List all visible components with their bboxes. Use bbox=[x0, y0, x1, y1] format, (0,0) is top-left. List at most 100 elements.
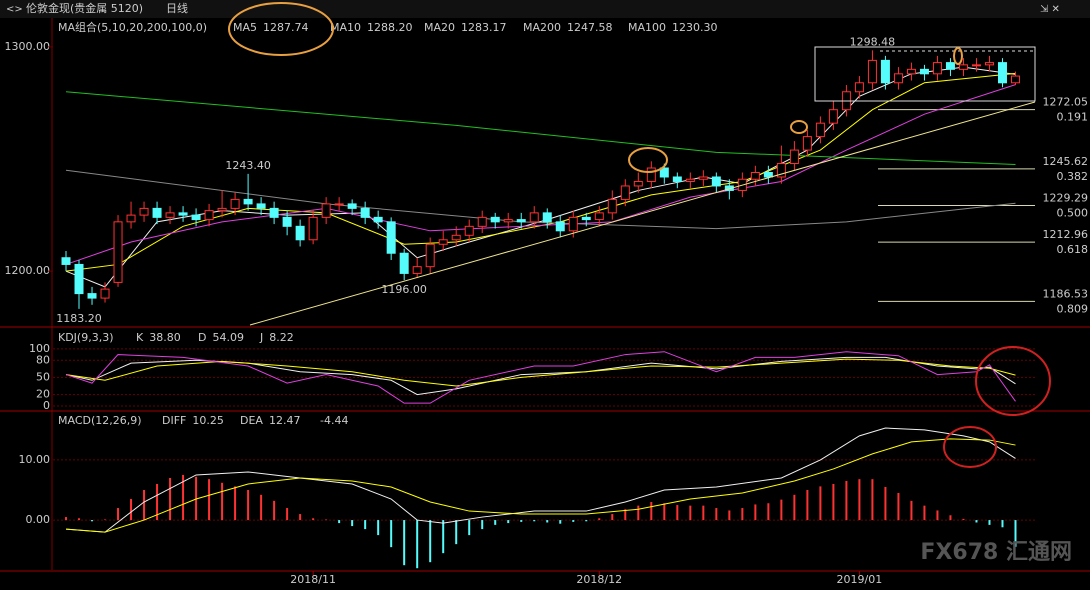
macd-bar bbox=[767, 503, 770, 521]
macd-bar bbox=[793, 494, 796, 521]
period[interactable]: 日线 bbox=[166, 1, 188, 15]
legend-name: MA5 bbox=[233, 21, 257, 34]
macd-bar bbox=[923, 505, 926, 521]
legend-entry: MA10 1288.20 bbox=[330, 21, 413, 34]
macd-bar bbox=[403, 520, 406, 566]
macd-bar bbox=[663, 503, 666, 521]
candle-body bbox=[633, 180, 643, 187]
legend-name: MA20 bbox=[424, 21, 455, 34]
indicator-line bbox=[65, 72, 1016, 272]
candle-body bbox=[893, 73, 903, 84]
legend-entry: MA200 1247.58 bbox=[523, 21, 613, 34]
candle-body bbox=[477, 216, 487, 227]
macd-bar bbox=[234, 486, 237, 521]
macd-bar bbox=[624, 509, 627, 521]
legend-name: D bbox=[198, 331, 206, 344]
legend-entry: MA5 1287.74 bbox=[233, 21, 309, 34]
window-controls[interactable]: ⇲ ✕ bbox=[1040, 4, 1060, 15]
trend-line bbox=[249, 101, 1036, 326]
macd-bar bbox=[897, 493, 900, 521]
macd-bar bbox=[871, 479, 874, 521]
plot-layer: 1200.00 1300.00 MA组合(5,10,20,200,100,0) MA5… bbox=[5, 20, 1089, 586]
indicator-line bbox=[65, 438, 1016, 533]
candle-body bbox=[373, 216, 383, 223]
macd-bar bbox=[832, 483, 835, 521]
highlight bbox=[790, 120, 808, 134]
range-box bbox=[814, 46, 1036, 102]
candle-body bbox=[178, 212, 188, 216]
macd-bar bbox=[195, 476, 198, 521]
macd-bar bbox=[481, 520, 484, 530]
macd-bar bbox=[637, 505, 640, 521]
highlight bbox=[943, 426, 997, 468]
candle-body bbox=[516, 219, 526, 223]
legend-value: 12.47 bbox=[269, 414, 301, 427]
macd-bar bbox=[741, 508, 744, 521]
macd-bar bbox=[754, 504, 757, 521]
x-tick-label: 2018/11 bbox=[290, 573, 336, 586]
candle-body bbox=[347, 203, 357, 209]
panel-caption: MA组合(5,10,20,200,100,0) bbox=[58, 20, 207, 34]
candle-body bbox=[399, 252, 409, 274]
candle-body bbox=[386, 221, 396, 254]
candle-body bbox=[698, 176, 708, 180]
candle-body bbox=[295, 225, 305, 241]
candle-body bbox=[646, 167, 656, 182]
indicator-line bbox=[65, 358, 1016, 387]
macd-bar bbox=[819, 486, 822, 521]
nav-icon[interactable]: <> bbox=[6, 4, 23, 15]
legend-entry: MA20 1283.17 bbox=[424, 21, 507, 34]
fib-price: 1186.53 bbox=[1043, 287, 1089, 300]
legend-value: 1288.20 bbox=[367, 21, 413, 34]
x-tick-label: 2018/12 bbox=[576, 573, 622, 586]
legend-name: DIFF bbox=[162, 414, 186, 427]
candle-body bbox=[139, 207, 149, 216]
highlight bbox=[975, 346, 1051, 416]
macd-bar bbox=[936, 510, 939, 521]
fib-ratio: 0.191 bbox=[1057, 111, 1089, 124]
y-tick-label: 1300.00 bbox=[5, 40, 51, 53]
legend-entry: DEA 12.47 bbox=[240, 414, 300, 427]
legend-value: 1287.74 bbox=[263, 21, 309, 34]
candle-body bbox=[984, 62, 994, 66]
candle-body bbox=[61, 257, 71, 265]
indicator-line bbox=[65, 84, 1016, 265]
price-annotation: 1298.48 bbox=[850, 35, 896, 48]
macd-bar bbox=[364, 520, 367, 530]
macd-bar bbox=[208, 479, 211, 521]
macd-bar bbox=[1001, 520, 1004, 528]
candle-body bbox=[828, 109, 838, 124]
panel-caption: KDJ(9,3,3) bbox=[58, 331, 114, 344]
price-annotation: 1196.00 bbox=[381, 283, 427, 296]
price-annotation: 1183.20 bbox=[56, 312, 102, 325]
macd-bar bbox=[117, 508, 120, 521]
candle-body bbox=[594, 212, 604, 221]
indicator-line bbox=[65, 91, 1016, 165]
candle-body bbox=[906, 68, 916, 75]
macd-bar bbox=[572, 520, 575, 522]
title-bar bbox=[0, 0, 1090, 18]
fib-ratio: 0.382 bbox=[1057, 170, 1089, 183]
macd-bar bbox=[520, 520, 523, 522]
fib-price: 1245.62 bbox=[1043, 155, 1089, 168]
macd-bar bbox=[689, 505, 692, 521]
macd-bar bbox=[91, 520, 94, 522]
y-tick-label: 100 bbox=[29, 342, 50, 355]
macd-bar bbox=[585, 520, 588, 522]
macd-bar bbox=[390, 520, 393, 548]
candle-body bbox=[867, 59, 877, 84]
candle-body bbox=[412, 266, 422, 274]
candle-body bbox=[243, 198, 253, 205]
macd-bar bbox=[416, 520, 419, 569]
macd-bar bbox=[533, 520, 536, 522]
legend-entry: K 38.80 bbox=[136, 331, 181, 344]
candle-body bbox=[568, 216, 578, 232]
legend-value: 1247.58 bbox=[567, 21, 613, 34]
macd-bar bbox=[377, 520, 380, 536]
macd-bar bbox=[598, 518, 601, 521]
instrument-title: 伦敦金现(贵金属 5120) bbox=[26, 1, 143, 15]
candle-body bbox=[334, 203, 344, 206]
